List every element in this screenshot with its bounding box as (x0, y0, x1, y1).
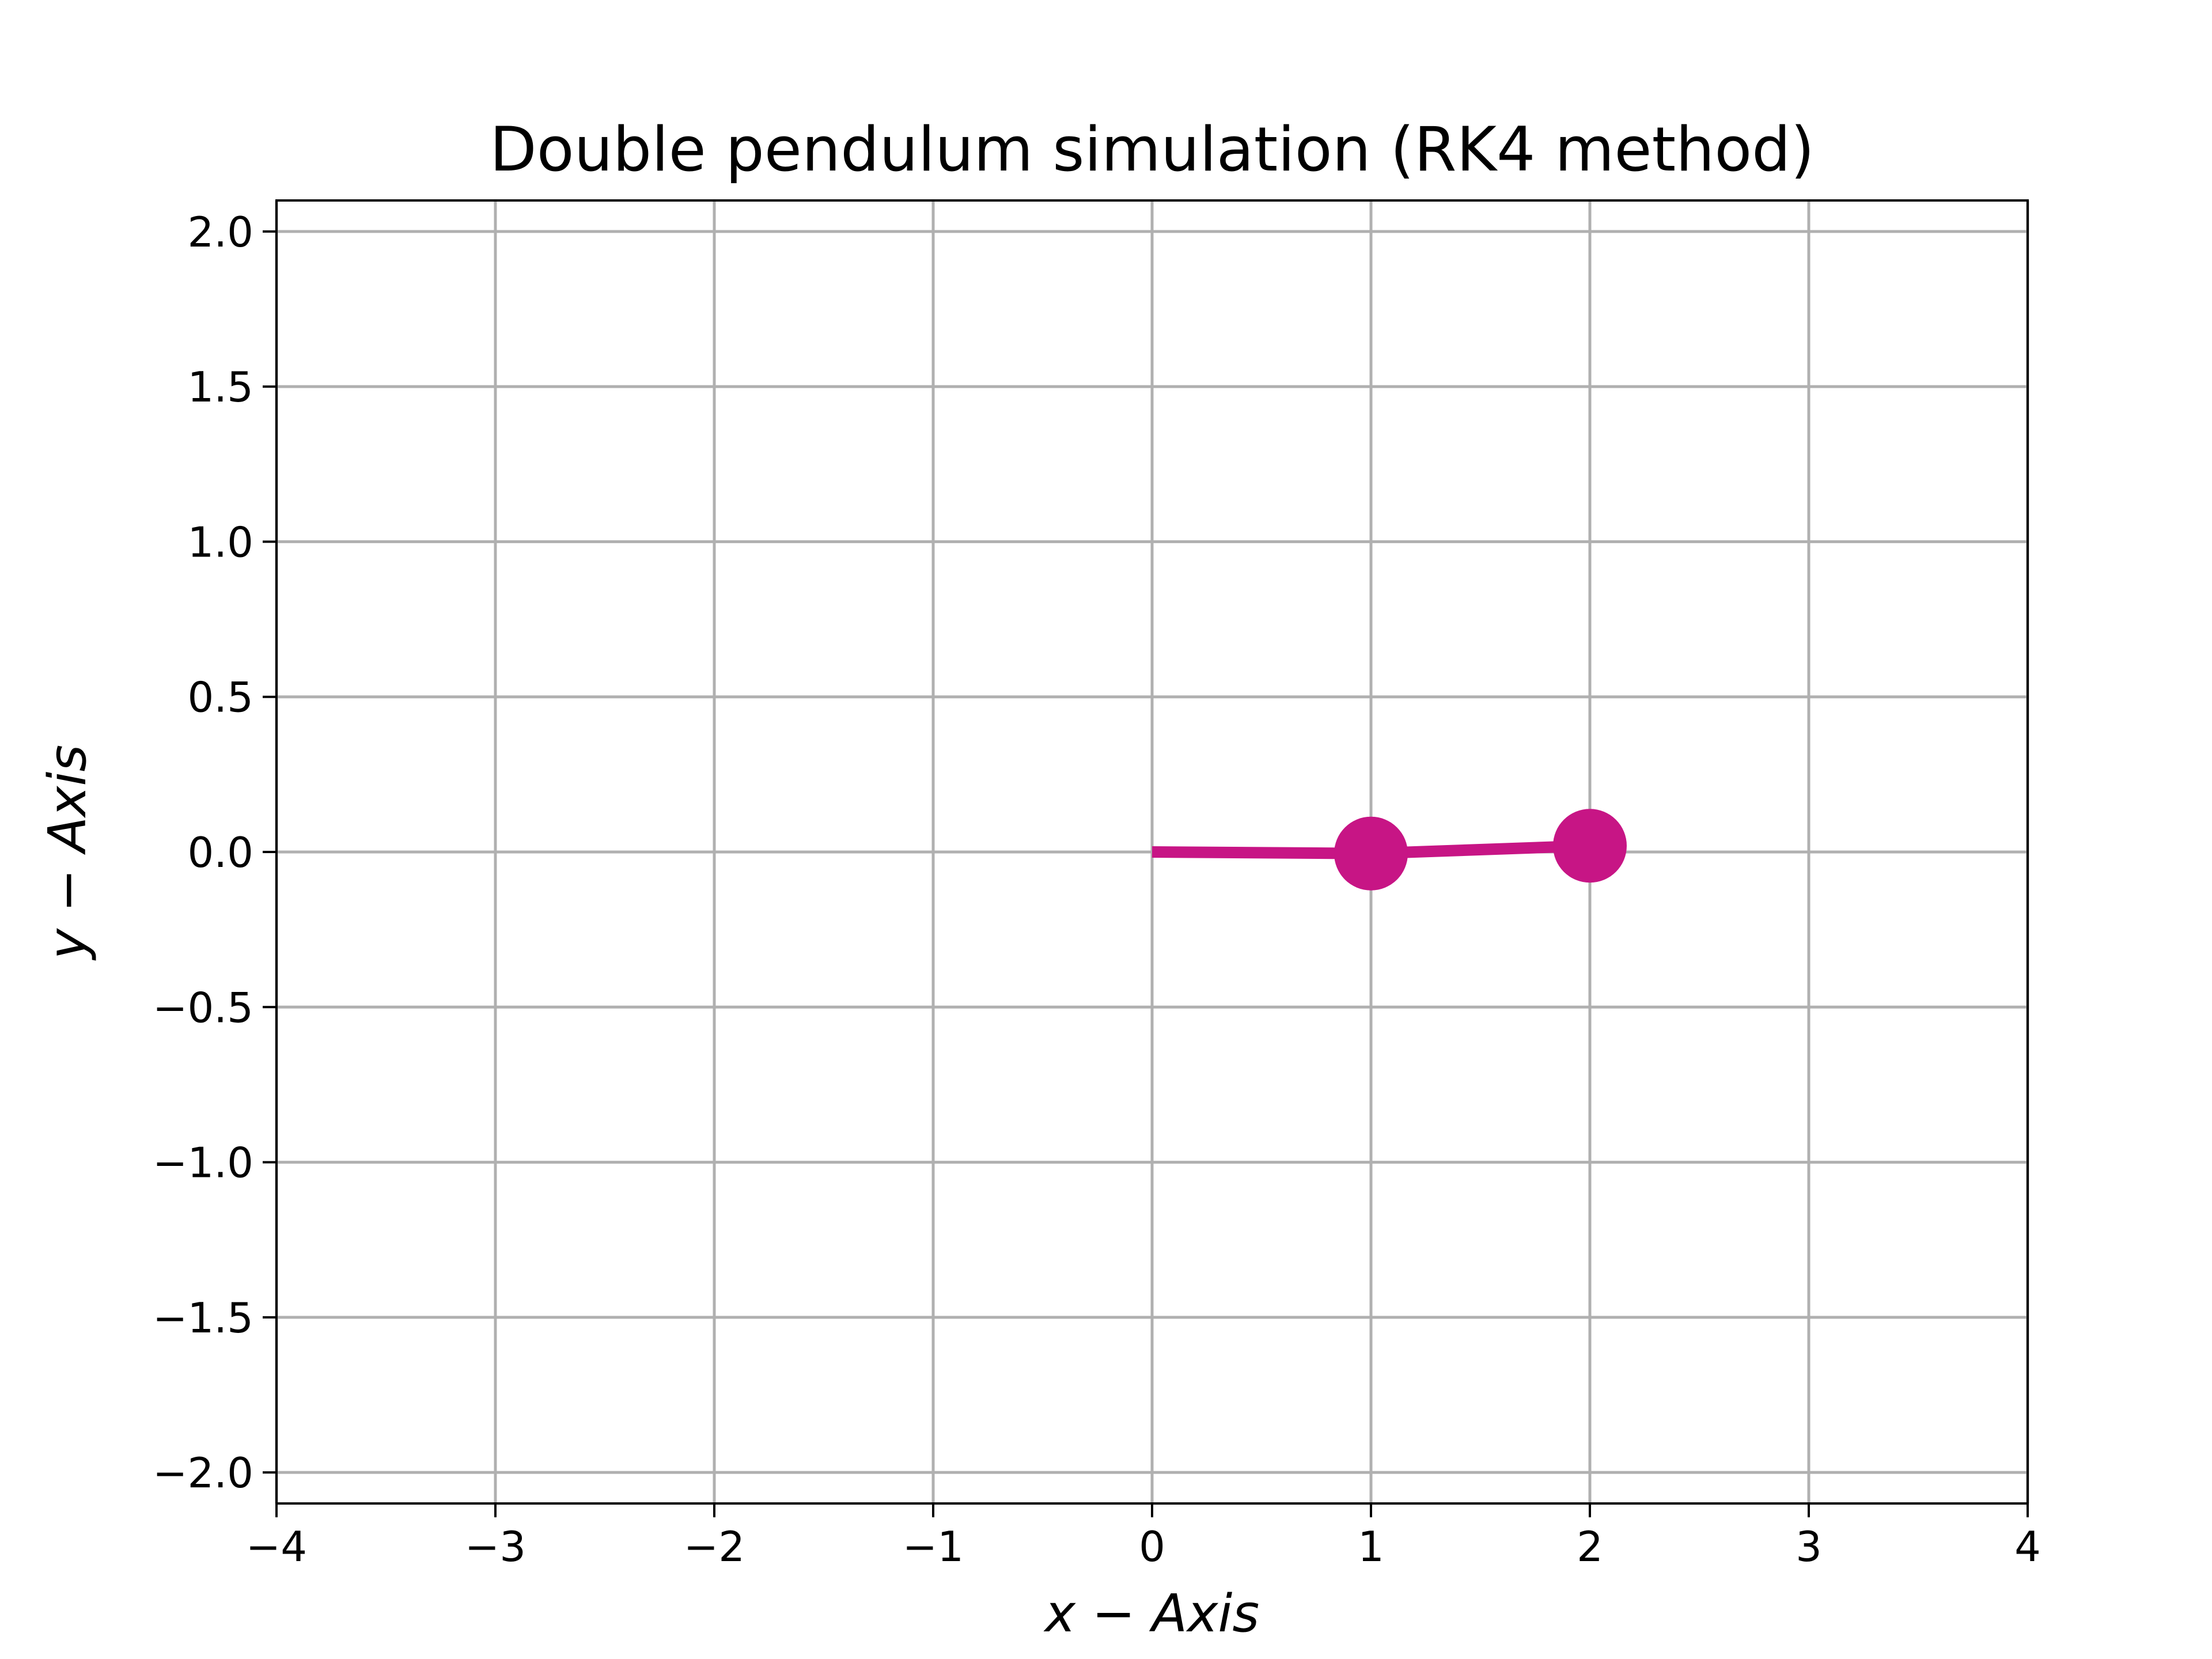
x-tick-label: 2 (1577, 1522, 1603, 1571)
y-tick-label: 1.0 (187, 518, 253, 566)
axis-ticks: −4 −3 −2 −1 0 1 2 3 4 −2.0 −1.5 −1.0 −0.5 0.0 0.5 1.0 1.… (153, 208, 2041, 1571)
y-tick-label: 0.5 (187, 673, 253, 722)
y-tick-label: −2.0 (153, 1449, 253, 1497)
y-axis-label: y − Axis (37, 745, 98, 961)
x-tick-label: 1 (1358, 1522, 1384, 1571)
x-tick-label: 4 (2014, 1522, 2041, 1571)
x-tick-label: 3 (1796, 1522, 1822, 1571)
plot-frame (275, 199, 2029, 1505)
chart-title: Double pendulum simulation (RK4 method) (490, 114, 1815, 185)
x-tick-label: −1 (903, 1522, 964, 1571)
x-tick-label: −4 (246, 1522, 307, 1571)
pendulum-bob (1553, 809, 1627, 883)
plot-series (1152, 809, 1627, 891)
x-axis-label: x − Axis (1043, 1584, 1260, 1644)
x-tick-label: −2 (684, 1522, 745, 1571)
x-tick-label: −3 (465, 1522, 526, 1571)
y-tick-label: −1.5 (153, 1294, 253, 1342)
y-tick-label: 1.5 (187, 363, 253, 411)
pendulum-bob (1334, 816, 1408, 891)
y-tick-label: −1.0 (153, 1139, 253, 1187)
y-tick-label: 2.0 (187, 208, 253, 256)
y-tick-label: −0.5 (153, 983, 253, 1032)
y-tick-label: 0.0 (187, 828, 253, 877)
x-tick-label: 0 (1139, 1522, 1165, 1571)
